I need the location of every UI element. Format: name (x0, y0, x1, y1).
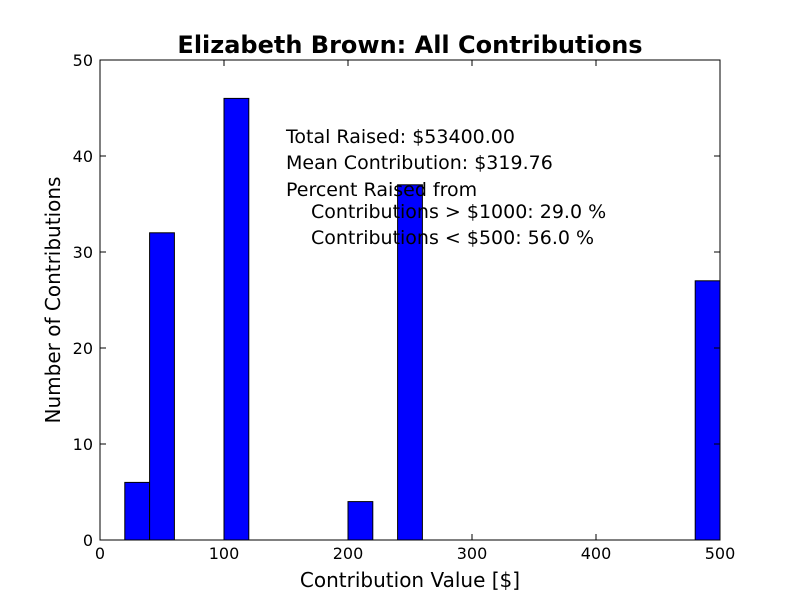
annotation-under-500: Contributions < $500: 56.0 % (311, 227, 594, 249)
y-tick-label-50: 50 (73, 51, 93, 70)
x-tick-label-400: 400 (581, 544, 612, 563)
annotation-box: Total Raised: $53400.00 Mean Contributio… (285, 126, 606, 249)
x-tick-label-100: 100 (209, 544, 240, 563)
y-tick-label-30: 30 (73, 243, 93, 262)
x-tick-label-0: 0 (95, 544, 105, 563)
annotation-total-raised: Total Raised: $53400.00 (285, 126, 515, 148)
annotation-mean-contribution: Mean Contribution: $319.76 (286, 152, 553, 174)
histogram-bar-0 (124, 481, 151, 541)
x-axis-label: Contribution Value [$] (300, 568, 520, 592)
annotation-percent-heading: Percent Raised from (286, 179, 477, 201)
bars-group (124, 97, 721, 541)
histogram-bar-4 (397, 184, 423, 541)
histogram-bar-3 (347, 501, 374, 541)
plot-frame (99, 59, 721, 541)
y-axis-label: Number of Contributions (41, 177, 65, 424)
y-tick-label-40: 40 (73, 147, 93, 166)
y-tick-label-10: 10 (73, 435, 93, 454)
y-tick-label-0: 0 (83, 531, 93, 550)
x-tick-label-200: 200 (333, 544, 364, 563)
x-tick-label-300: 300 (457, 544, 488, 563)
histogram-bar-5 (694, 280, 721, 541)
chart-title: Elizabeth Brown: All Contributions (177, 31, 642, 59)
annotation-over-1000: Contributions > $1000: 29.0 % (311, 201, 606, 223)
histogram-bar-1 (149, 232, 175, 541)
x-tick-label-500: 500 (705, 544, 736, 563)
ticks-group: 0 100 200 300 400 500 0 10 20 30 40 50 (73, 51, 736, 563)
histogram-bar-2 (223, 97, 250, 541)
y-tick-label-20: 20 (73, 339, 93, 358)
